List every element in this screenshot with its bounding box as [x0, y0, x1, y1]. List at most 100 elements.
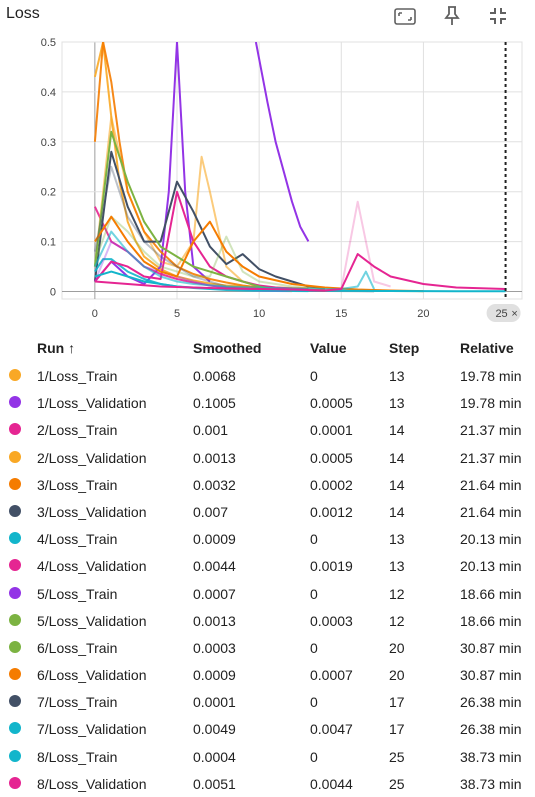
run-color-dot	[9, 776, 21, 789]
cell-smoothed: 0.0013	[193, 449, 236, 466]
cell-smoothed: 0.0009	[193, 531, 236, 548]
step-badge-close-icon: ×	[511, 308, 517, 320]
axes: 0 5 10 15 20 0 0.1 0.2 0.3 0.4 0.5 25 ×	[41, 37, 521, 322]
table-row[interactable]: 4/Loss_Validation 0.0044 0.0019 13 20.13 min	[0, 552, 535, 579]
cell-relative: 26.38 min	[460, 694, 522, 711]
series-line	[340, 200, 391, 290]
step-cursor-badge[interactable]: 25 ×	[486, 304, 521, 322]
cell-run: 4/Loss_Validation	[37, 558, 147, 575]
cell-relative: 18.66 min	[460, 612, 522, 629]
cell-value: 0	[310, 585, 318, 602]
series-line	[93, 150, 325, 289]
table-row[interactable]: 5/Loss_Validation 0.0013 0.0003 12 18.66 min	[0, 607, 535, 634]
runs-table: Run ↑ Smoothed Value Step Relative 1/Los…	[0, 334, 535, 797]
cell-run: 2/Loss_Validation	[37, 449, 147, 466]
table-row[interactable]: 8/Loss_Train 0.0004 0 25 38.73 min	[0, 743, 535, 770]
x-tick-label: 20	[417, 308, 429, 320]
cell-relative: 18.66 min	[460, 585, 522, 602]
cell-step: 13	[389, 395, 405, 412]
chart-area[interactable]: 0 5 10 15 20 0 0.1 0.2 0.3 0.4 0.5 25 ×	[0, 34, 535, 324]
y-tick-label: 0.2	[41, 187, 56, 199]
cell-run: 6/Loss_Validation	[37, 667, 147, 684]
cell-relative: 38.73 min	[460, 775, 522, 792]
cell-run: 7/Loss_Validation	[37, 721, 147, 738]
table-row[interactable]: 4/Loss_Train 0.0009 0 13 20.13 min	[0, 525, 535, 552]
table-row[interactable]: 2/Loss_Validation 0.0013 0.0005 14 21.37 min	[0, 444, 535, 471]
table-row[interactable]: 3/Loss_Train 0.0032 0.0002 14 21.64 min	[0, 471, 535, 498]
cell-run: 7/Loss_Train	[37, 694, 118, 711]
cell-relative: 21.64 min	[460, 503, 522, 520]
cell-relative: 21.37 min	[460, 449, 522, 466]
cell-smoothed: 0.0007	[193, 585, 236, 602]
pin-icon[interactable]	[440, 4, 464, 28]
cell-step: 12	[389, 612, 405, 629]
cell-step: 14	[389, 449, 405, 466]
cell-step: 20	[389, 667, 405, 684]
table-row[interactable]: 1/Loss_Validation 0.1005 0.0005 13 19.78 min	[0, 389, 535, 416]
cell-run: 1/Loss_Validation	[37, 395, 147, 412]
cell-value: 0.0019	[310, 558, 353, 575]
run-color-dot	[9, 504, 21, 517]
y-tick-label: 0.4	[41, 87, 56, 99]
cell-value: 0	[310, 748, 318, 765]
cell-step: 20	[389, 639, 405, 656]
run-color-dot	[9, 396, 21, 409]
x-tick-label: 15	[335, 308, 347, 320]
cell-value: 0.0005	[310, 449, 353, 466]
run-color-dot	[9, 369, 21, 381]
cell-value: 0.0047	[310, 721, 353, 738]
header-run[interactable]: Run ↑	[37, 340, 76, 356]
step-badge-label: 25	[495, 308, 507, 320]
cell-step: 25	[389, 748, 405, 765]
cell-run: 3/Loss_Train	[37, 476, 118, 493]
cell-relative: 20.13 min	[460, 558, 522, 575]
table-row[interactable]: 1/Loss_Train 0.0068 0 13 19.78 min	[0, 362, 535, 389]
cell-smoothed: 0.0003	[193, 639, 236, 656]
run-color-dot	[9, 450, 21, 463]
cell-step: 13	[389, 368, 405, 384]
cell-step: 14	[389, 503, 405, 520]
run-color-dot	[9, 532, 21, 545]
run-color-dot	[9, 749, 21, 762]
fit-domain-icon[interactable]	[393, 4, 417, 28]
table-row[interactable]: 5/Loss_Train 0.0007 0 12 18.66 min	[0, 580, 535, 607]
series-line	[254, 42, 310, 242]
cell-relative: 21.64 min	[460, 476, 522, 493]
cell-run: 5/Loss_Train	[37, 585, 118, 602]
header-relative[interactable]: Relative	[460, 340, 514, 356]
cell-run: 1/Loss_Train	[37, 368, 118, 384]
collapse-icon[interactable]	[486, 4, 510, 28]
cell-relative: 30.87 min	[460, 639, 522, 656]
table-header: Run ↑ Smoothed Value Step Relative	[0, 334, 535, 362]
cell-relative: 19.78 min	[460, 395, 522, 412]
header-smoothed[interactable]: Smoothed	[193, 340, 262, 356]
cell-run: 8/Loss_Validation	[37, 775, 147, 792]
cell-relative: 38.73 min	[460, 748, 522, 765]
x-tick-label: 5	[174, 308, 180, 320]
cell-value: 0.0012	[310, 503, 353, 520]
table-row[interactable]: 2/Loss_Train 0.001 0.0001 14 21.37 min	[0, 416, 535, 443]
header-step[interactable]: Step	[389, 340, 420, 356]
x-tick-label: 0	[92, 308, 98, 320]
table-row[interactable]: 8/Loss_Validation 0.0051 0.0044 25 38.73 min	[0, 770, 535, 797]
run-color-dot	[9, 640, 21, 653]
cell-value: 0.0003	[310, 612, 353, 629]
cell-smoothed: 0.007	[193, 503, 229, 520]
table-row[interactable]: 6/Loss_Validation 0.0009 0.0007 20 30.87 min	[0, 661, 535, 688]
cell-smoothed: 0.0032	[193, 476, 236, 493]
cell-smoothed: 0.0013	[193, 612, 236, 629]
table-row[interactable]: 6/Loss_Train 0.0003 0 20 30.87 min	[0, 634, 535, 661]
run-color-dot	[9, 423, 21, 436]
cell-smoothed: 0.0049	[193, 721, 236, 738]
table-row[interactable]: 7/Loss_Validation 0.0049 0.0047 17 26.38 min	[0, 715, 535, 742]
cell-smoothed: 0.0051	[193, 775, 236, 792]
header-value[interactable]: Value	[310, 340, 347, 356]
table-row[interactable]: 3/Loss_Validation 0.007 0.0012 14 21.64 min	[0, 498, 535, 525]
y-tick-label: 0.1	[41, 237, 56, 249]
loss-chart[interactable]: 0 5 10 15 20 0 0.1 0.2 0.3 0.4 0.5 25 ×	[0, 34, 535, 324]
table-row[interactable]: 7/Loss_Train 0.0001 0 17 26.38 min	[0, 688, 535, 715]
cell-relative: 19.78 min	[460, 368, 522, 384]
series-line	[93, 230, 376, 290]
cell-smoothed: 0.1005	[193, 395, 236, 412]
chart-header: Loss	[0, 0, 535, 34]
